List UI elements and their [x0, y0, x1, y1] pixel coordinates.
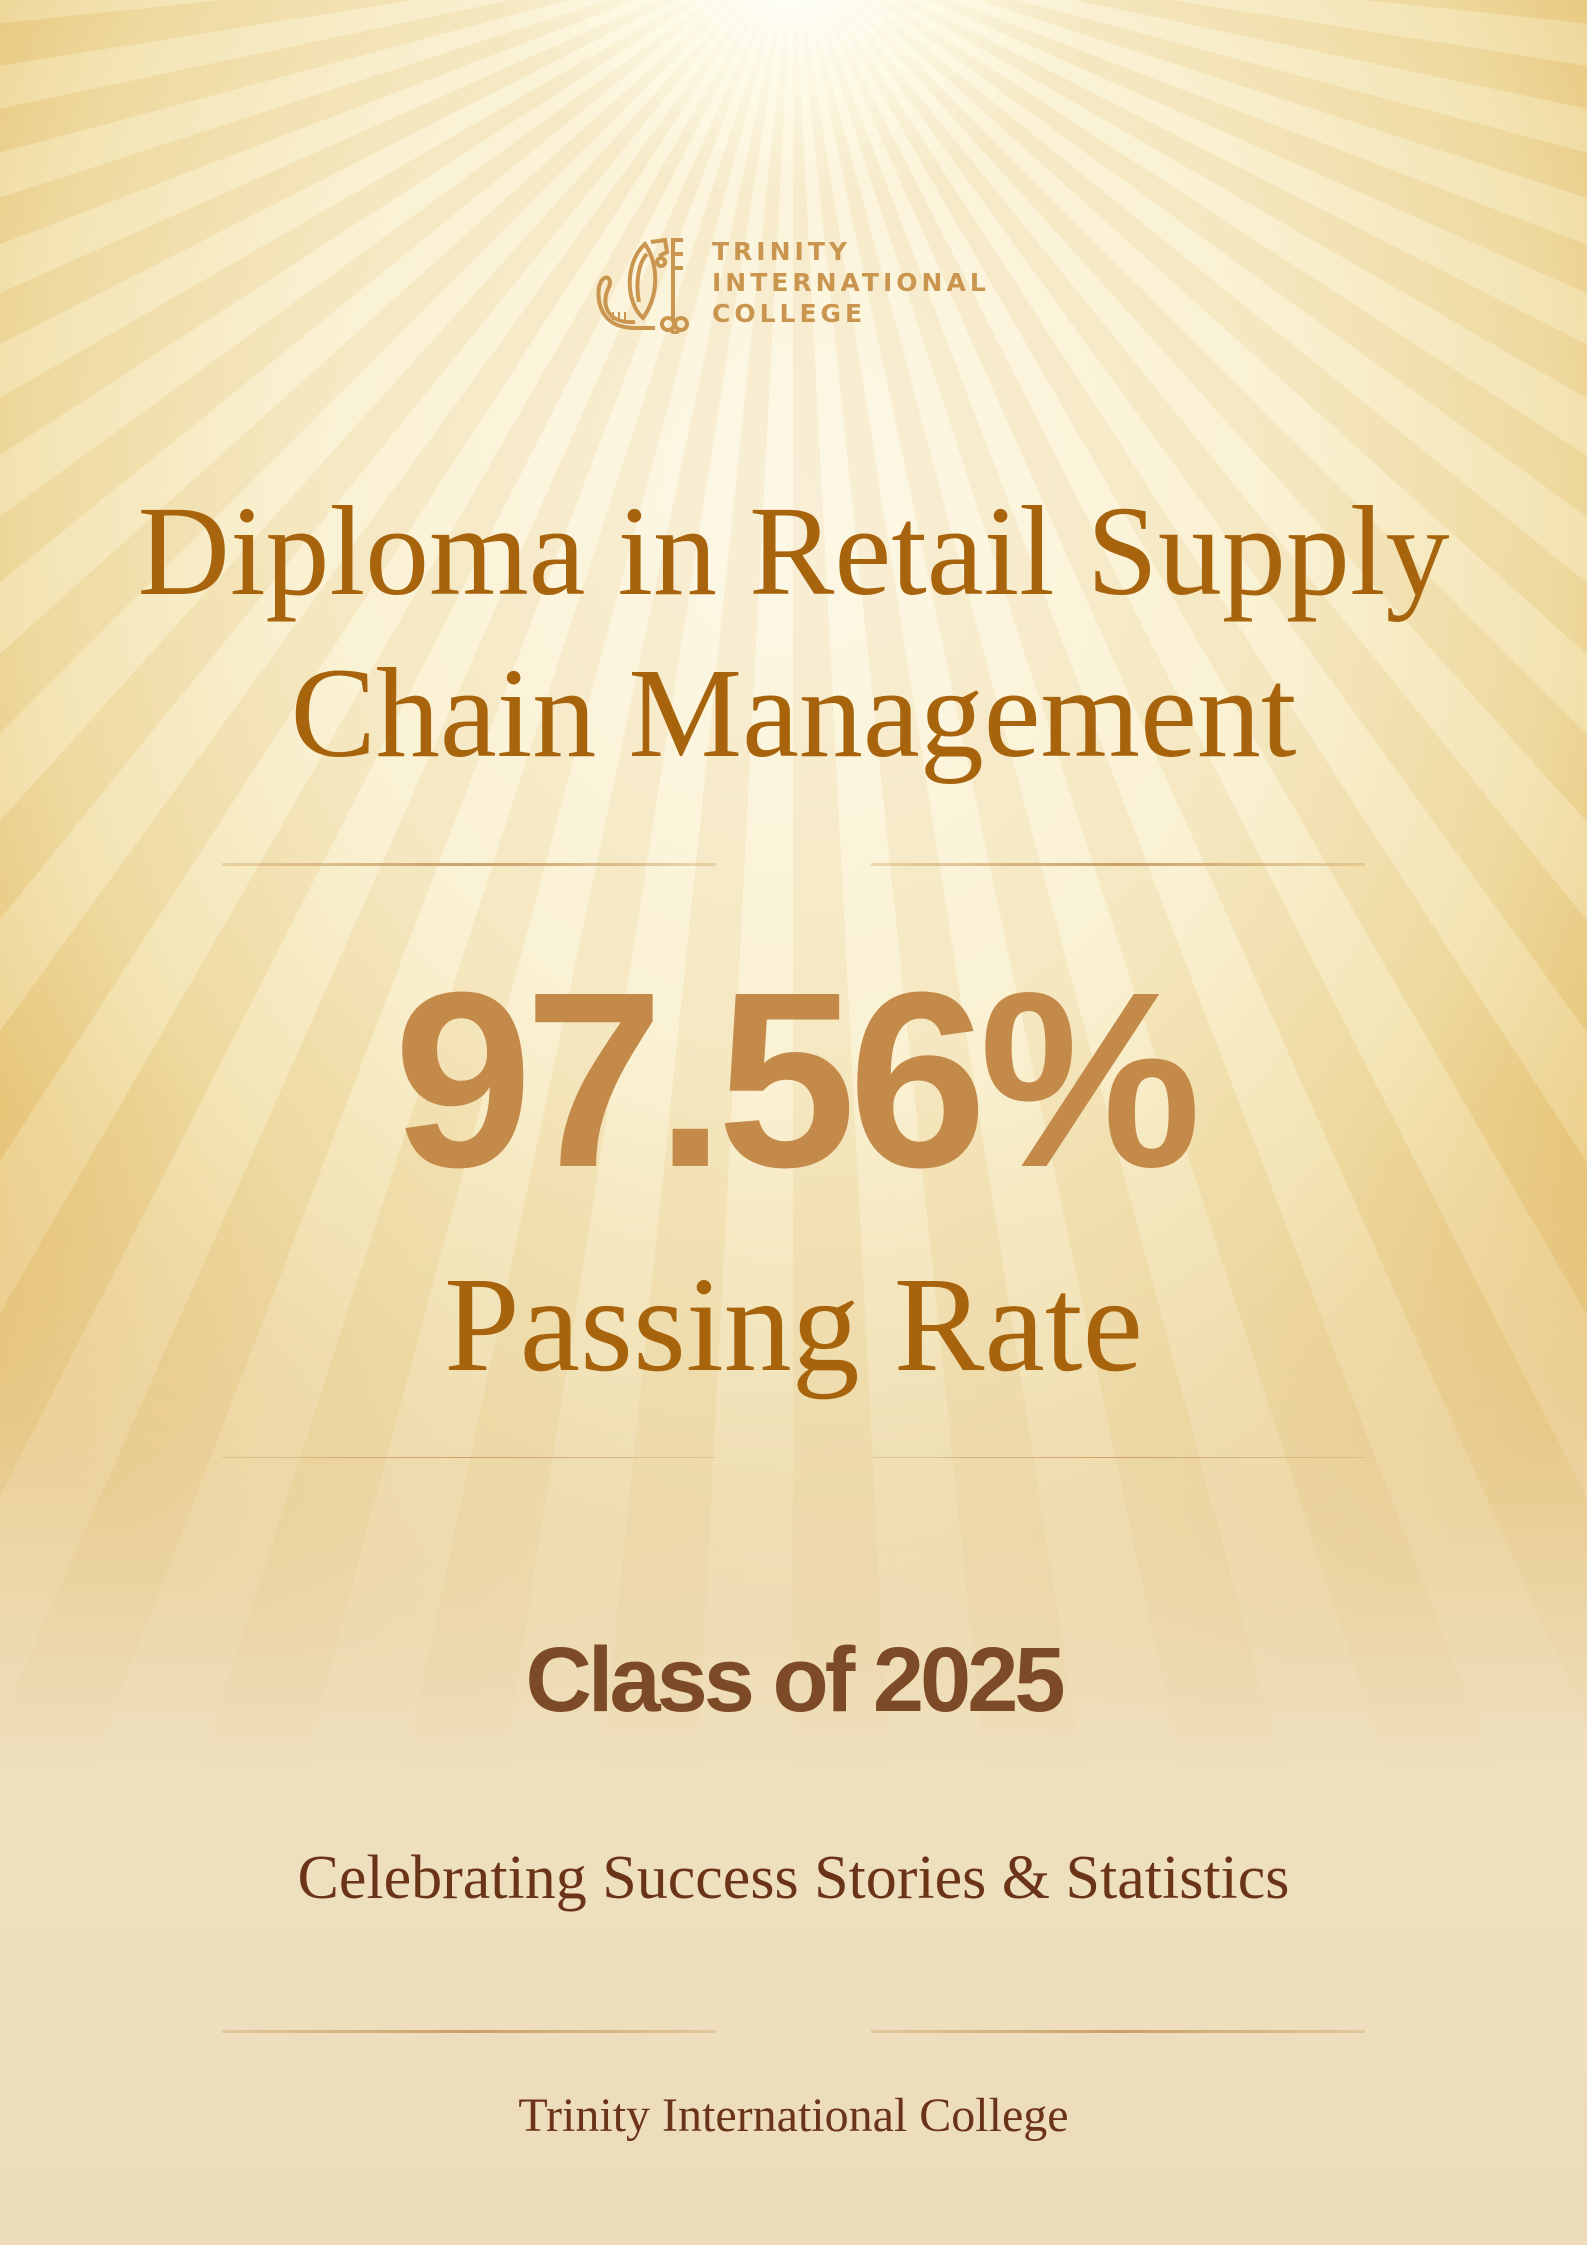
- logo-text: TRINITY INTERNATIONAL COLLEGE: [712, 236, 990, 329]
- footer-college-name: Trinity International College: [518, 2089, 1069, 2142]
- divider: [222, 2030, 716, 2033]
- logo-line-1: TRINITY: [712, 237, 851, 266]
- divider: [871, 863, 1365, 866]
- logo-line-2: INTERNATIONAL: [712, 268, 990, 297]
- title-line-2: Chain Management: [290, 642, 1297, 784]
- logo-line-3: COLLEGE: [712, 299, 867, 328]
- tagline: Celebrating Success Stories & Statistics: [297, 1844, 1290, 1912]
- class-label: Class of 2025: [525, 1629, 1065, 1731]
- lion-key-crest-icon: [596, 237, 689, 334]
- page-title: Diploma in Retail Supply Chain Managemen…: [0, 470, 1587, 794]
- divider: [871, 2030, 1365, 2033]
- passing-rate-value: 97.56%: [393, 940, 1202, 1219]
- divider: [222, 1457, 716, 1458]
- divider: [871, 1457, 1365, 1458]
- divider: [222, 863, 716, 866]
- title-line-1: Diploma in Retail Supply: [137, 480, 1450, 622]
- passing-rate-label: Passing Rate: [444, 1250, 1143, 1400]
